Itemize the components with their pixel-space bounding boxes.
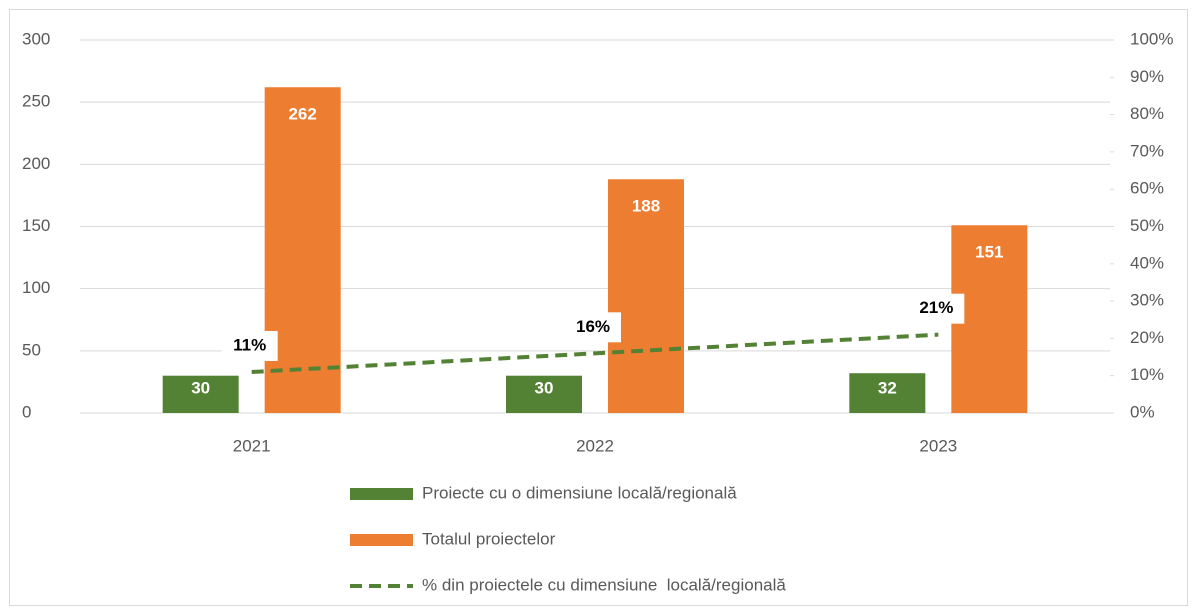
y-tick-label: 150 [22, 216, 50, 235]
y-tick-label: 200 [22, 154, 50, 173]
data-label: 11% [233, 335, 266, 354]
data-label-box [908, 293, 965, 324]
y-tick-label: 50 [22, 340, 41, 359]
bar [506, 375, 582, 413]
y2-tick-label: 100% [1130, 29, 1173, 48]
y2-tick-label: 80% [1130, 104, 1164, 123]
y-tick-label: 0 [22, 402, 31, 421]
y-tick-label: 300 [22, 29, 50, 48]
legend-label: Proiecte cu o dimensiune locală/regional… [422, 483, 737, 502]
data-label-box [565, 312, 621, 343]
y2-tick-label: 0% [1130, 402, 1155, 421]
y2-tick-label: 60% [1130, 179, 1164, 198]
data-label: 16% [576, 317, 610, 336]
data-label: 262 [288, 105, 316, 124]
x-tick-label: 2023 [919, 436, 957, 455]
legend-swatch [350, 534, 413, 546]
bar [162, 375, 239, 413]
bar [264, 87, 341, 413]
data-label: 32 [878, 378, 897, 397]
y-tick-label: 250 [22, 92, 50, 111]
data-label: 151 [975, 243, 1003, 262]
legend-label: Totalul proiectelor [422, 529, 556, 548]
data-label: 188 [632, 197, 660, 216]
legend-swatch [350, 488, 413, 500]
y2-tick-label: 30% [1130, 291, 1164, 310]
y2-tick-label: 20% [1130, 328, 1164, 347]
y2-tick-label: 70% [1130, 141, 1164, 160]
y2-tick-label: 50% [1130, 216, 1164, 235]
data-label: 21% [919, 298, 953, 317]
y2-tick-label: 10% [1130, 365, 1164, 384]
data-label: 30 [191, 378, 210, 397]
line [251, 332, 939, 374]
legend-label: % din proiectele cu dimensiune locală/re… [422, 575, 786, 594]
bar [849, 373, 926, 413]
x-tick-label: 2021 [233, 436, 271, 455]
data-label: 30 [535, 378, 554, 397]
y2-tick-label: 90% [1130, 67, 1164, 86]
y-tick-label: 100 [22, 278, 50, 297]
y2-tick-label: 40% [1130, 253, 1164, 272]
data-label-box [221, 330, 278, 361]
x-tick-label: 2022 [576, 436, 614, 455]
bar [608, 179, 684, 413]
